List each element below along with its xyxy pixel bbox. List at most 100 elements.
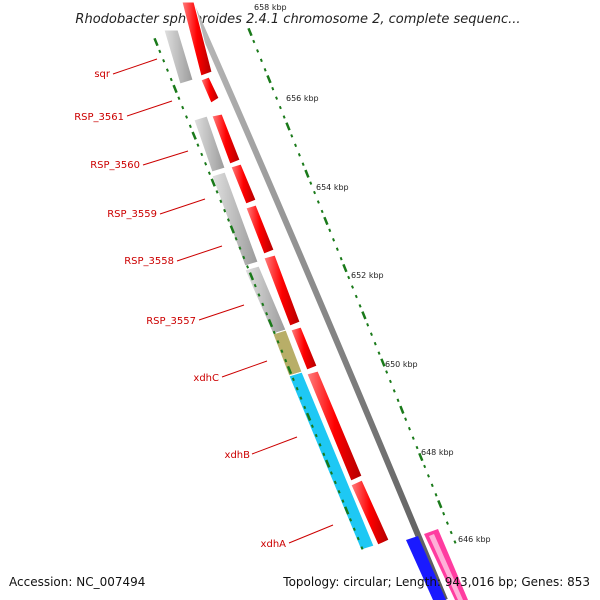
minor-tick	[165, 68, 169, 72]
minor-tick	[259, 58, 263, 63]
minor-tick	[207, 171, 211, 175]
minor-tick	[313, 190, 317, 195]
minor-tick	[369, 332, 373, 336]
minor-tick	[358, 304, 362, 308]
cds-arrow	[263, 254, 301, 327]
minor-tick	[411, 436, 415, 440]
minor-tick	[332, 238, 336, 242]
minor-tick	[449, 530, 453, 535]
major-tick	[342, 263, 348, 273]
minor-tick	[339, 256, 343, 261]
minor-tick	[238, 246, 242, 250]
minor-tick	[219, 199, 223, 204]
minor-tick	[404, 417, 408, 421]
gene-block-sqr	[163, 29, 194, 85]
cds-arrow	[230, 163, 257, 205]
minor-tick	[295, 386, 299, 391]
minor-tick	[226, 218, 230, 222]
minor-tick	[169, 77, 173, 82]
leader-line	[221, 360, 268, 378]
major-tick	[323, 216, 329, 226]
minor-tick	[297, 153, 301, 157]
leader-line	[176, 245, 223, 262]
label-leaders	[112, 58, 334, 544]
kbp-label: 650 kbp	[385, 360, 418, 369]
map-title: Rhodobacter sphaeroides 2.4.1 chromosome…	[75, 12, 520, 27]
major-tick	[285, 122, 291, 131]
major-tick	[172, 84, 178, 94]
leader-line	[159, 198, 206, 215]
minor-tick	[445, 521, 449, 525]
major-tick	[418, 452, 424, 462]
gene-block-rsp3560	[193, 115, 226, 173]
major-tick	[325, 459, 331, 468]
minor-tick	[290, 134, 294, 138]
minor-tick	[316, 200, 320, 204]
minor-tick	[271, 86, 275, 91]
minor-tick	[385, 370, 389, 374]
minor-tick	[392, 389, 396, 393]
minor-tick	[275, 96, 279, 100]
minor-tick	[282, 115, 286, 119]
kbp-label: 654 kbp	[316, 183, 349, 192]
ruler-inner	[153, 37, 364, 550]
kbp-label: 652 kbp	[351, 271, 384, 280]
blue-feature	[406, 536, 446, 600]
minor-tick	[453, 540, 457, 544]
minor-tick	[347, 275, 351, 280]
leader-line	[126, 100, 173, 117]
summary-text: Topology: circular; Length: 943,016 bp; …	[282, 575, 590, 589]
minor-tick	[328, 228, 332, 233]
kbp-label: 656 kbp	[286, 94, 319, 103]
major-tick	[286, 365, 293, 375]
minor-tick	[280, 349, 284, 353]
gene-ring	[163, 29, 375, 551]
gene-labels: sqr RSP_3561 RSP_3560 RSP_3559 RSP_3558 …	[74, 69, 286, 550]
gene-label-rsp3559: RSP_3559	[107, 209, 157, 220]
minor-tick	[349, 518, 353, 522]
kbp-label: 646 kbp	[458, 535, 491, 544]
cds-arrow	[245, 204, 275, 255]
minor-tick	[162, 59, 166, 63]
minor-tick	[322, 452, 326, 457]
cds-ring	[181, 1, 390, 546]
minor-tick	[314, 433, 318, 438]
minor-tick	[377, 351, 381, 355]
major-tick	[229, 225, 235, 234]
gene-label-rsp3557: RSP_3557	[146, 316, 196, 327]
minor-tick	[350, 285, 355, 289]
minor-tick	[337, 490, 341, 494]
cds-arrow	[306, 370, 363, 482]
major-tick	[361, 311, 367, 320]
minor-tick	[272, 330, 276, 335]
minor-tick	[373, 341, 377, 346]
minor-tick	[309, 181, 313, 185]
gene-block-rsp3559	[211, 171, 259, 267]
cds-arrow	[290, 326, 318, 371]
minor-tick	[263, 68, 267, 72]
minor-tick	[320, 209, 324, 214]
minor-tick	[215, 190, 219, 194]
minor-tick	[310, 424, 314, 428]
minor-tick	[265, 312, 269, 316]
minor-tick	[234, 237, 238, 241]
minor-tick	[188, 124, 192, 129]
minor-tick	[407, 426, 411, 431]
leader-line	[142, 150, 189, 166]
backbone-ring-inner	[181, 5, 437, 600]
minor-tick	[204, 162, 208, 166]
minor-tick	[246, 265, 250, 269]
gene-label-xdhc: xdhC	[193, 373, 219, 384]
minor-tick	[318, 443, 322, 447]
minor-tick	[329, 471, 333, 475]
minor-tick	[354, 294, 358, 299]
minor-tick	[335, 247, 339, 251]
minor-tick	[430, 483, 434, 488]
minor-tick	[256, 49, 260, 53]
minor-tick	[223, 208, 227, 213]
minor-tick	[360, 546, 364, 550]
major-tick	[210, 178, 216, 187]
minor-tick	[366, 323, 370, 327]
minor-tick	[299, 396, 303, 400]
